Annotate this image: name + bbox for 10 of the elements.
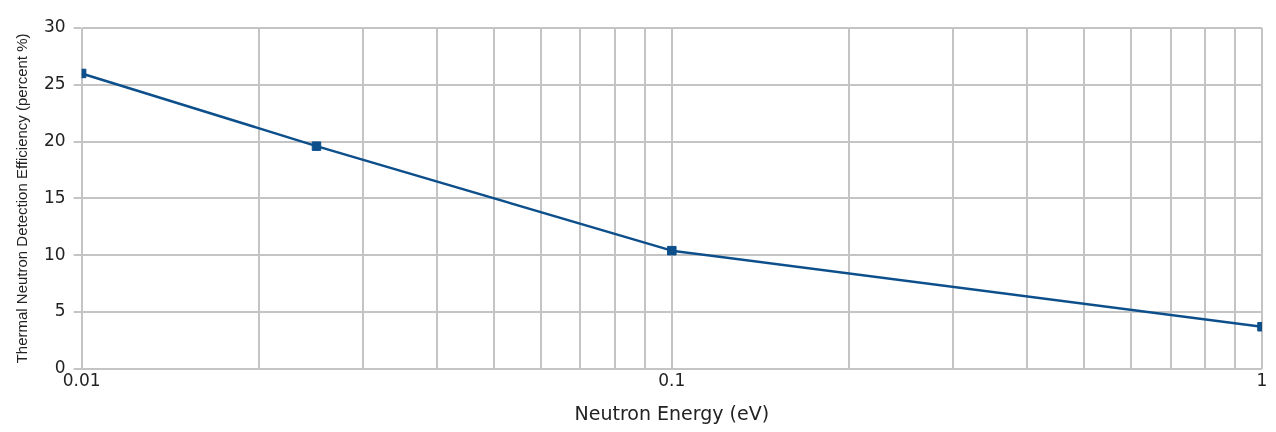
y-tick-label: 25 bbox=[43, 73, 66, 94]
x-tick-label: 1 bbox=[1256, 370, 1268, 391]
y-tick-label: 15 bbox=[43, 186, 66, 207]
y-tick-label: 20 bbox=[43, 130, 66, 151]
y-tick-label: 10 bbox=[43, 243, 66, 264]
y-tick-label: 5 bbox=[54, 300, 66, 321]
x-tick-label: 0.1 bbox=[658, 370, 686, 391]
x-axis-title: Neutron Energy (eV) bbox=[574, 401, 770, 424]
y-tick-label: 30 bbox=[43, 16, 66, 37]
y-axis-title: Thermal Neutron Detection Efficiency (percent %) bbox=[13, 33, 31, 364]
